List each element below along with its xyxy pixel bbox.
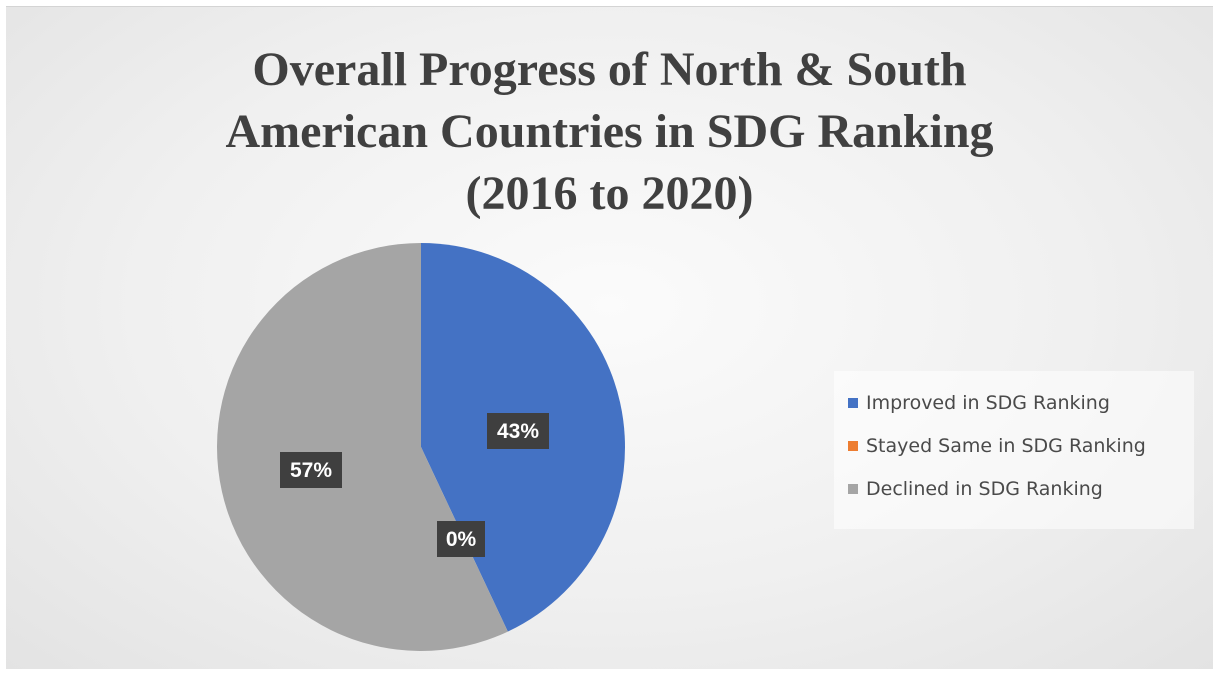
- data-label-declined: 57%: [280, 452, 342, 488]
- chart-title-line-2: American Countries in SDG Ranking: [225, 105, 994, 158]
- legend-label-stayed-same: Stayed Same in SDG Ranking: [866, 434, 1146, 457]
- pie-chart: 43% 0% 57%: [217, 243, 626, 651]
- legend-swatch-stayed-same: [848, 440, 858, 451]
- data-label-text-improved: 43%: [497, 420, 539, 443]
- chart-title-line-1: Overall Progress of North & South: [252, 43, 967, 96]
- data-label-box-improved: [487, 413, 549, 449]
- data-label-box-stayed-same: [437, 521, 485, 557]
- legend: Improved in SDG Ranking Stayed Same in S…: [834, 371, 1194, 529]
- legend-item-stayed-same: Stayed Same in SDG Ranking: [848, 424, 1194, 467]
- data-label-text-declined: 57%: [290, 459, 332, 482]
- legend-item-declined: Declined in SDG Ranking: [848, 467, 1194, 510]
- chart-title-line-3: (2016 to 2020): [465, 167, 754, 220]
- legend-label-improved: Improved in SDG Ranking: [866, 391, 1110, 414]
- data-label-box-declined: [280, 452, 342, 488]
- data-label-text-stayed-same: 0%: [446, 528, 477, 551]
- legend-label-declined: Declined in SDG Ranking: [866, 477, 1103, 500]
- chart-title: Overall Progress of North & South Americ…: [6, 39, 1213, 225]
- pie-slice-declined: [217, 243, 508, 651]
- chart-area: Overall Progress of North & South Americ…: [6, 6, 1213, 669]
- data-label-improved: 43%: [487, 413, 549, 449]
- data-label-stayed-same: 0%: [437, 521, 485, 557]
- legend-item-improved: Improved in SDG Ranking: [848, 381, 1194, 424]
- legend-swatch-improved: [848, 397, 858, 408]
- legend-swatch-declined: [848, 483, 858, 494]
